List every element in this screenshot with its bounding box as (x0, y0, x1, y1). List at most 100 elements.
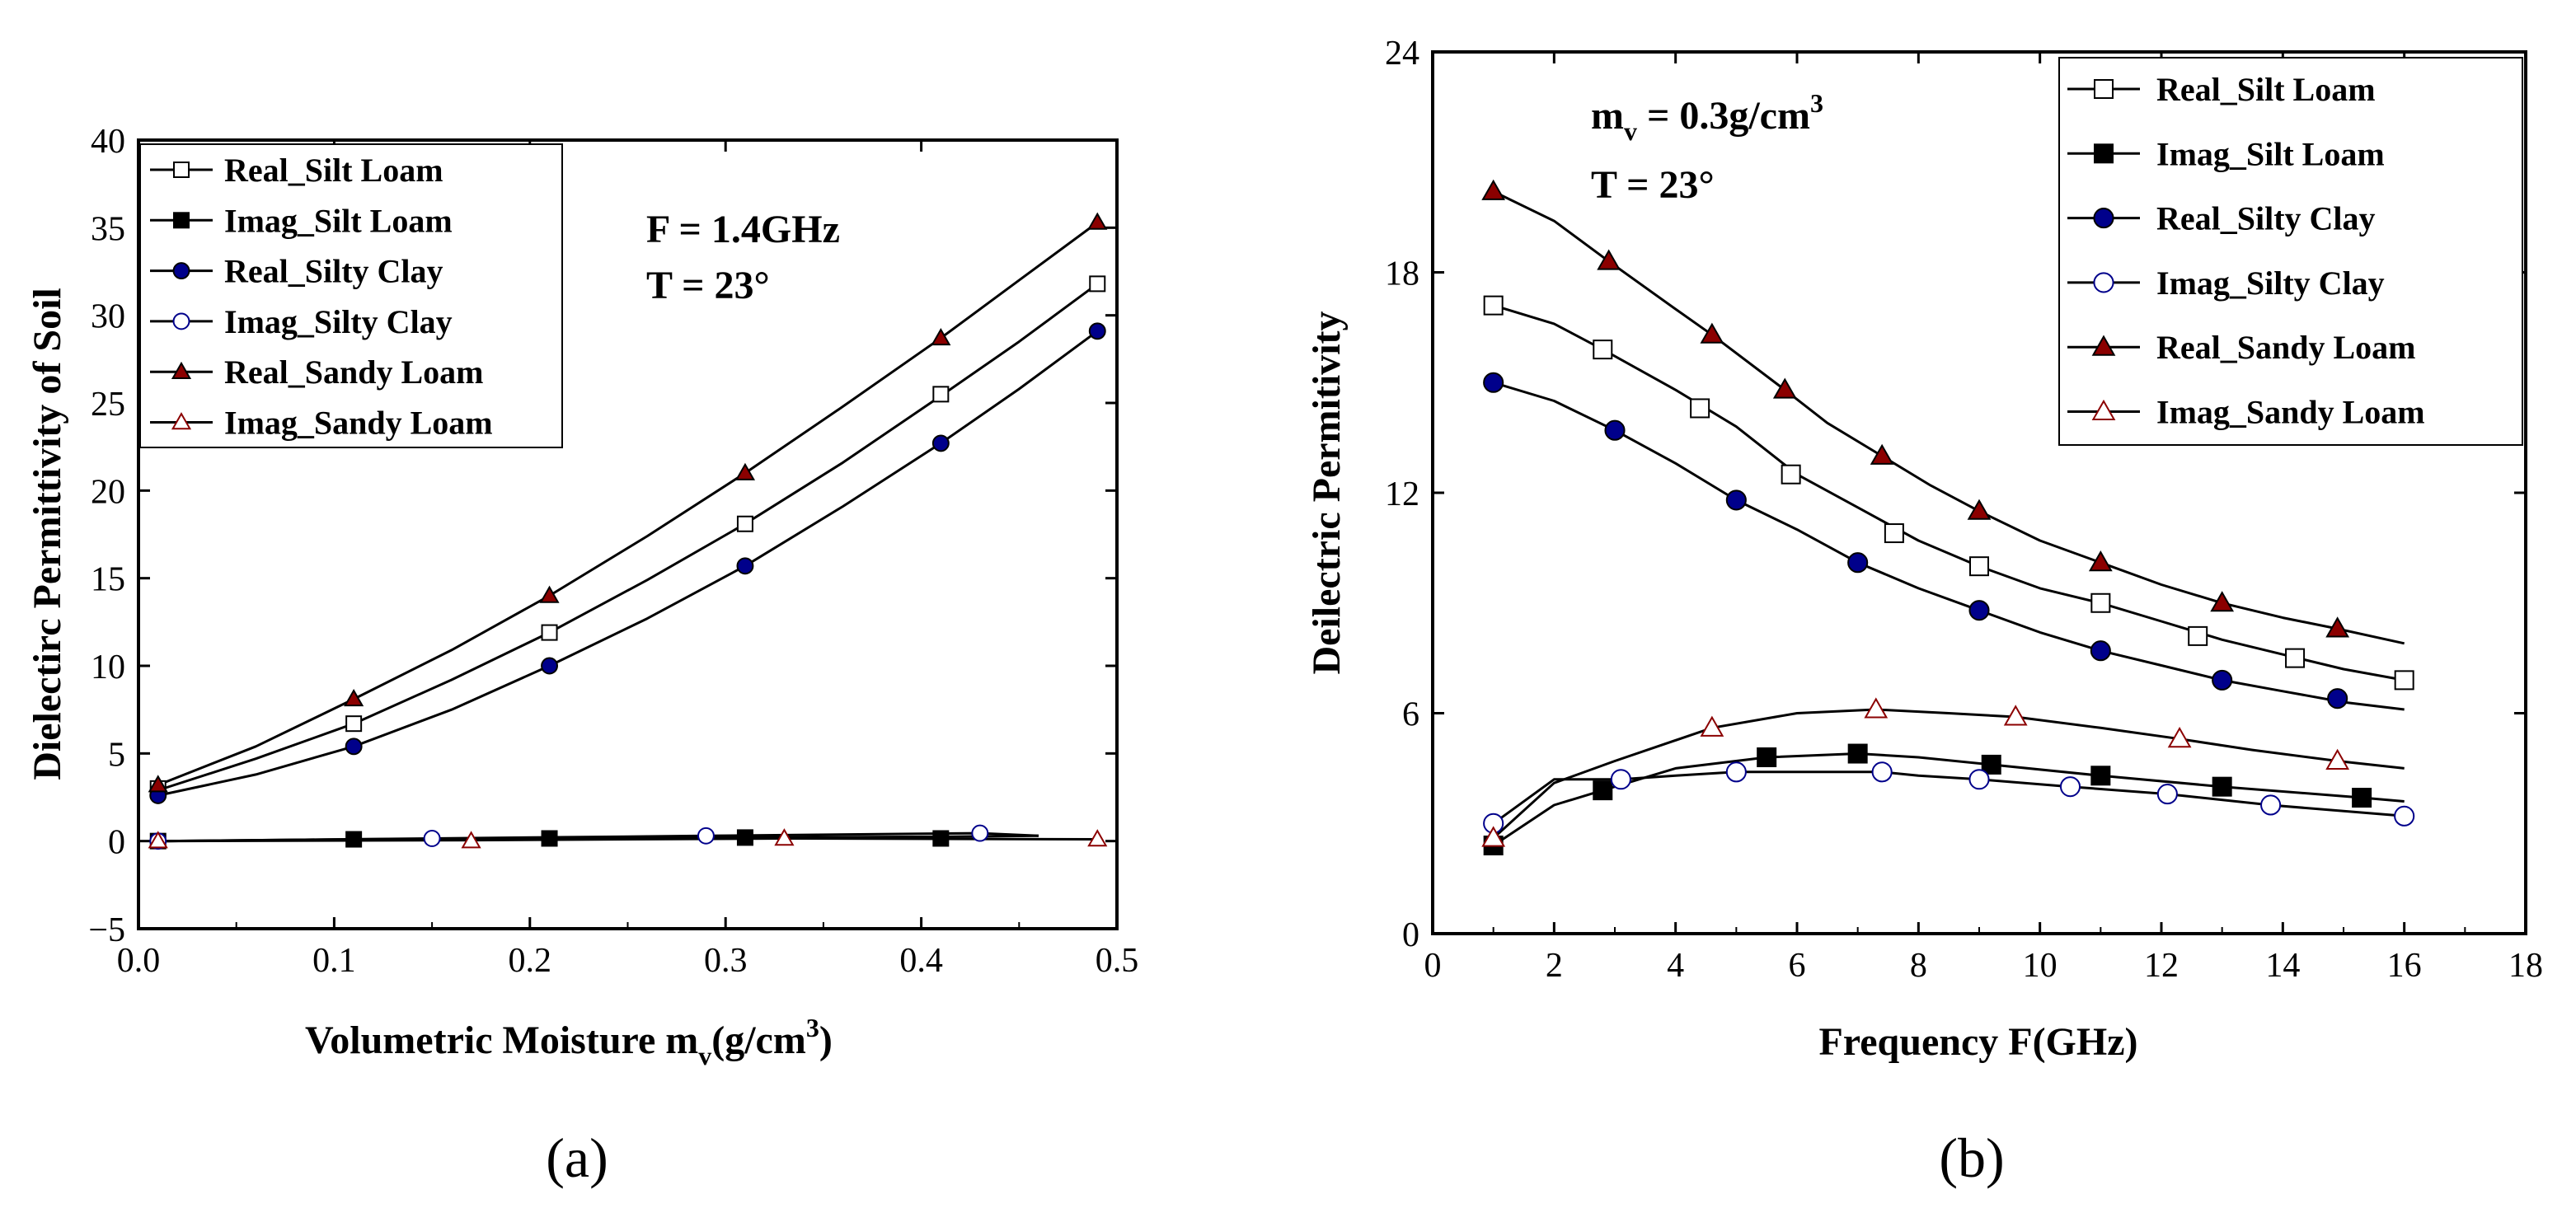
panel-b-point-imag-silt-loam (1981, 754, 2001, 775)
panel-a-point-real-silty-clay (931, 434, 950, 452)
panel-b-point-real-silt-loam (2285, 648, 2306, 668)
panel-a-x-axis-label-sub: v (698, 1041, 711, 1070)
panel-a-legend-label: Imag_Silt Loam (224, 202, 453, 239)
panel-a-point-real-silt-loam (1089, 275, 1106, 293)
panel-b-point-real-silt-loam (2394, 670, 2414, 691)
panel-a-x-tick-label: 0.4 (899, 942, 943, 980)
panel-b-annotation-temperature: T = 23° (1591, 163, 1715, 207)
panel-a-y-tick-label: 20 (91, 473, 125, 511)
panel-a-legend-label: Real_Sandy Loam (224, 354, 484, 391)
panel-b-point-imag-silty-clay (1968, 769, 1990, 790)
panel-a-point-real-sandy-loam (1087, 212, 1108, 230)
panel-a-legend-marker (172, 312, 190, 330)
panel-b-annotation-moisture-sup: 3 (1810, 88, 1823, 118)
panel-b-point-imag-silty-clay (1871, 761, 1893, 783)
panel-b-point-real-sandy-loam (2088, 550, 2113, 572)
panel-b-legend: Real_Silt Loam Imag_Silt Loam Real_Silty C… (2058, 57, 2523, 446)
panel-a-point-real-silt-loam (932, 386, 950, 403)
panel-b-point-real-sandy-loam (1700, 322, 1724, 344)
panel-a-point-real-silty-clay (736, 557, 754, 575)
panel-b-point-real-sandy-loam (1967, 499, 1992, 520)
panel-b-y-tick-label: 18 (1385, 255, 1419, 293)
panel-b-x-tick-label: 6 (1789, 947, 1806, 985)
panel-b-annotation-moisture-tail: = 0.3g/cm (1637, 94, 1810, 138)
panel-b-point-real-sandy-loam (1772, 377, 1797, 399)
panel-b-point-imag-silty-clay (2260, 794, 2282, 816)
panel-a-series-line-real-silt-loam (157, 283, 1099, 792)
panel-b-series-line-imag-sandy-loam (1492, 708, 2405, 840)
panel-a-y-tick-label: 0 (108, 824, 125, 862)
panel-a-point-real-silty-clay (345, 738, 363, 756)
panel-a-y-tick-label: 25 (91, 386, 125, 424)
panel-a-annotation-frequency: F = 1.4GHz (646, 208, 840, 251)
panel-b-point-real-silty-clay (2090, 640, 2111, 662)
panel-b-annotation-moisture: mv = 0.3g/cm3 (1591, 88, 1823, 146)
panel-a-y-tick-label: 10 (91, 649, 125, 686)
panel-a-point-imag-silt-loam (932, 830, 950, 847)
panel-a-point-imag-sandy-loam (1087, 829, 1108, 847)
panel-a-point-imag-silty-clay (697, 827, 715, 845)
panel-b-legend-label: Real_Silty Clay (2156, 200, 2376, 237)
panel-b-point-imag-silty-clay (2059, 776, 2081, 798)
panel-a-chart: 0.0 0.1 0.2 0.3 0.4 0.5 −5 0 5 10 15 20 25 30 35 40 Rea… (26, 123, 1138, 1189)
panel-b-point-imag-silt-loam (2090, 766, 2111, 786)
panel-a-legend-label: Real_Silty Clay (224, 253, 443, 290)
panel-a-series-line-real-silty-clay (157, 330, 1099, 797)
panel-b-x-tick-label: 16 (2387, 947, 2422, 985)
panel-b-y-tick-label: 12 (1385, 475, 1419, 513)
panel-b-legend-box (2058, 57, 2523, 446)
panel-b-series-line-real-sandy-loam (1493, 190, 2405, 645)
panel-b-point-imag-sandy-loam (2325, 748, 2350, 770)
panel-b-point-real-silt-loam (1884, 523, 1904, 544)
panel-a-y-axis-label: Dielectirc Permittivity of Soil (26, 288, 69, 780)
panel-b-x-axis-label: Frequency F(GHz) (1818, 1020, 2137, 1064)
panel-a-point-imag-silty-clay (971, 824, 989, 842)
panel-b-point-imag-silt-loam (2352, 788, 2372, 808)
panel-b-series-line-real-silty-clay (1493, 381, 2405, 711)
panel-a-x-axis-label: Volumetric Moisture mv(g/cm3) (305, 1013, 833, 1070)
panel-b-legend-marker (2091, 335, 2116, 356)
panel-a-x-tick-label: 0.2 (509, 942, 552, 980)
panel-b-point-real-silt-loam (2090, 592, 2111, 613)
panel-b-legend-label: Imag_Sandy Loam (2156, 394, 2425, 431)
panel-b-x-tick-label: 0 (1424, 947, 1442, 985)
panel-b-legend-marker (2093, 272, 2114, 293)
panel-b-x-tick-label: 18 (2508, 947, 2543, 985)
panel-a-y-tick-label: 35 (91, 210, 125, 248)
panel-a-y-tick-label: 40 (91, 123, 125, 161)
panel-b-legend-label: Real_Silt Loam (2156, 71, 2376, 108)
panel-b-point-real-silty-clay (2212, 669, 2233, 691)
panel-b-y-tick-label: 0 (1402, 916, 1419, 954)
panel-a-point-imag-sandy-loam (774, 828, 795, 846)
panel-a-point-real-silty-clay (1088, 322, 1106, 340)
panel-a-point-imag-sandy-loam (461, 831, 481, 849)
panel-a-legend-label: Real_Silt Loam (224, 152, 443, 189)
panel-a-point-real-sandy-loam (931, 327, 951, 346)
panel-b-point-real-silty-clay (1604, 419, 1626, 441)
panel-b-annotation-moisture-main: m (1591, 94, 1624, 138)
panel-a-point-real-sandy-loam (344, 689, 364, 707)
panel-a-x-axis-label-tail: (g/cm (711, 1019, 806, 1062)
panel-a-x-axis-label-main: Volumetric Moisture m (305, 1019, 698, 1062)
panel-b-point-imag-silty-clay (1610, 769, 1631, 790)
panel-a-point-real-silty-clay (541, 657, 558, 675)
panel-a-x-tick-label: 0.0 (117, 942, 161, 980)
panel-a-point-imag-silt-loam (736, 829, 753, 846)
panel-a-legend-label: Imag_Sandy Loam (224, 405, 493, 442)
panel-a-point-imag-silt-loam (345, 831, 363, 848)
panel-b-point-imag-sandy-loam (2167, 727, 2192, 748)
panel-a-x-axis-label-sup: 3 (806, 1013, 819, 1042)
panel-a-y-tick-label: −5 (88, 911, 125, 949)
panel-b-point-real-silt-loam (1690, 398, 1710, 419)
panel-b-legend-label: Real_Sandy Loam (2156, 329, 2416, 366)
panel-a-y-tick-label: 30 (91, 298, 125, 336)
panel-a-point-real-sandy-loam (148, 775, 168, 793)
panel-b-x-tick-label: 8 (1910, 947, 1927, 985)
panel-a-legend-marker (173, 162, 190, 178)
panel-b-legend-marker (2094, 79, 2114, 99)
panel-b-legend-label: Imag_Silty Clay (2156, 265, 2385, 302)
panel-b-point-real-silty-clay (1847, 552, 1869, 574)
panel-b-point-imag-sandy-loam (2003, 705, 2028, 726)
